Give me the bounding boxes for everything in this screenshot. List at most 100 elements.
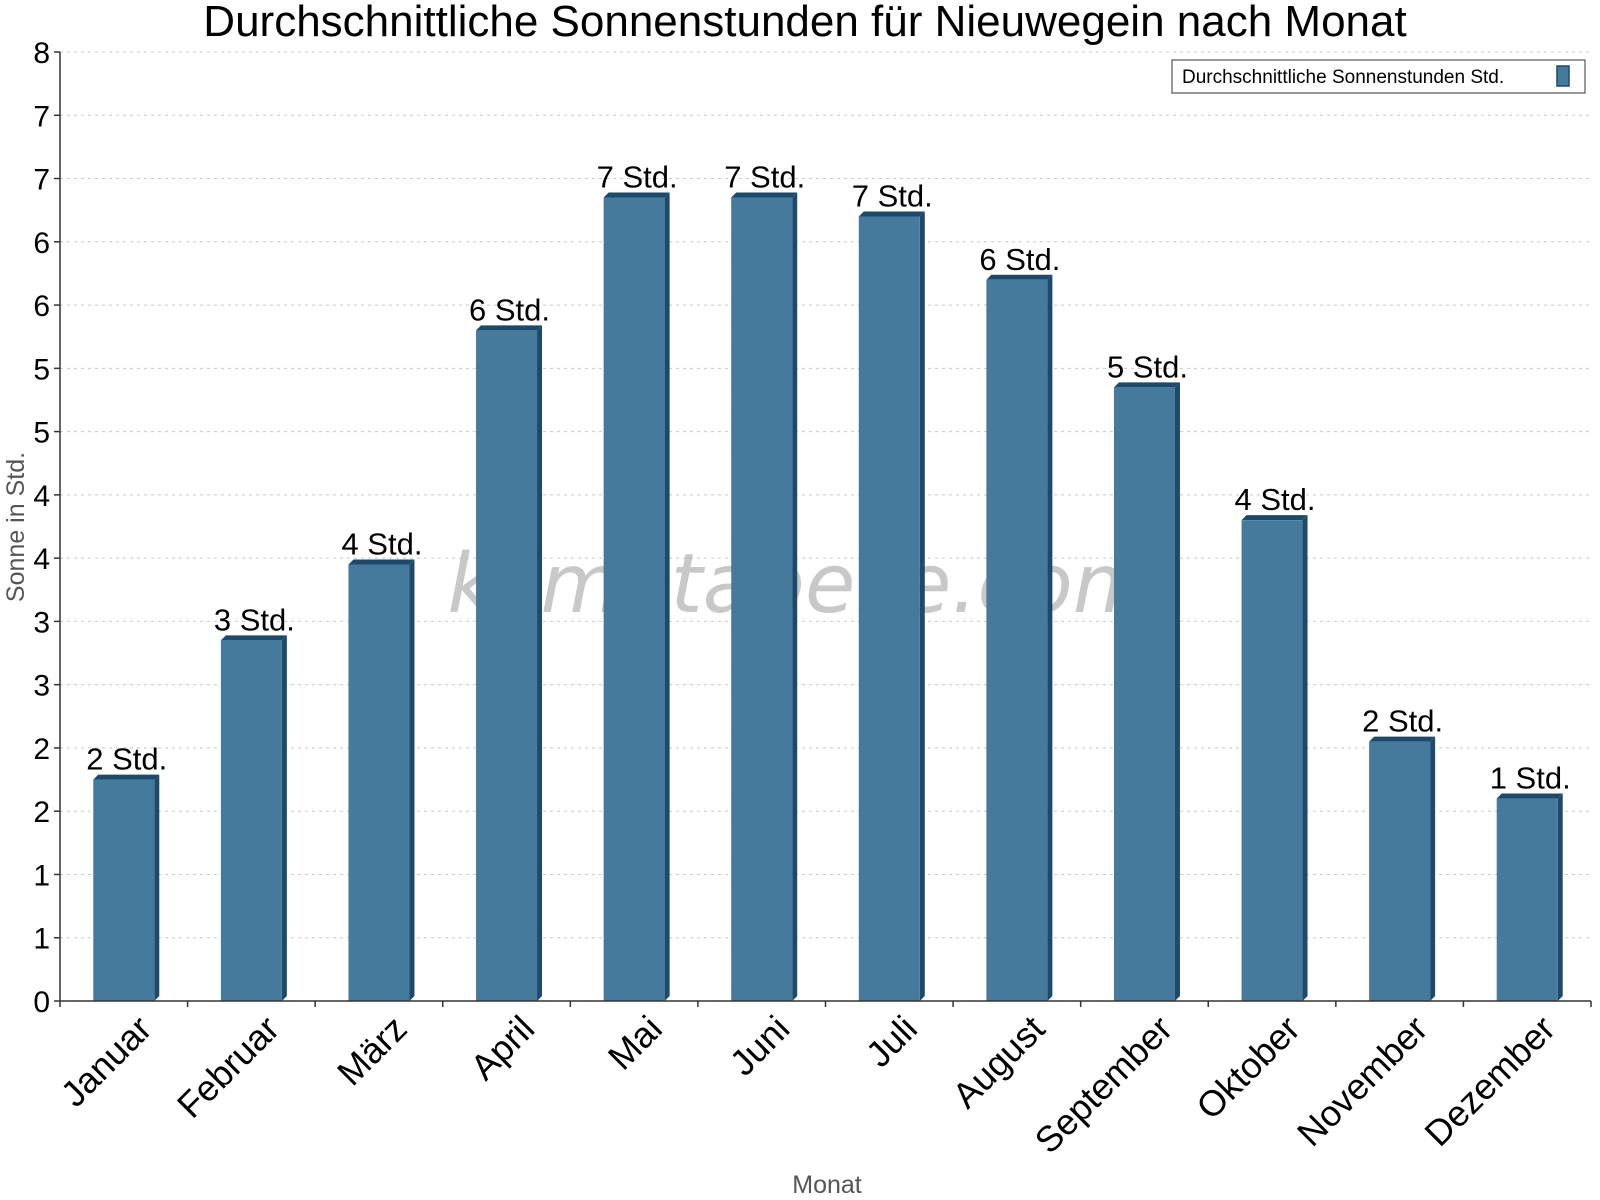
data-label: 1 Std. <box>1490 761 1571 796</box>
x-tick-label: Januar <box>53 1008 160 1115</box>
x-tick-label: Februar <box>169 1008 287 1126</box>
x-tick-label: November <box>1289 1008 1435 1154</box>
x-tick-label: September <box>1027 1008 1181 1162</box>
bar-top <box>348 559 415 565</box>
bar-side <box>792 192 798 1002</box>
y-tick-label: 1 <box>33 859 50 892</box>
data-label: 7 Std. <box>597 160 678 195</box>
bar <box>1369 736 1436 1001</box>
bar-side <box>409 559 415 1001</box>
bar-front <box>858 216 920 1001</box>
bar <box>220 635 287 1001</box>
bar-top <box>986 274 1053 280</box>
y-tick-label: 1 <box>33 923 50 956</box>
bar-top <box>93 774 160 780</box>
chart-title: Durchschnittliche Sonnenstunden für Nieu… <box>203 0 1406 46</box>
y-tick-label: 7 <box>33 100 50 133</box>
bar <box>1113 382 1180 1001</box>
y-tick-label: 2 <box>33 733 50 766</box>
y-tick-label: 6 <box>33 227 50 260</box>
bar <box>603 192 670 1002</box>
y-tick-label: 8 <box>33 37 50 70</box>
bar <box>731 192 798 1002</box>
legend: Durchschnittliche Sonnenstunden Std. <box>1171 59 1586 94</box>
bar-side <box>1047 274 1053 1001</box>
data-label: 6 Std. <box>469 292 550 327</box>
y-tick-label: 5 <box>33 353 50 386</box>
legend-box <box>1171 59 1586 94</box>
bar-side <box>664 192 670 1002</box>
data-label: 6 Std. <box>979 242 1060 277</box>
y-tick-label: 2 <box>33 796 50 829</box>
x-tick-label: März <box>329 1008 415 1094</box>
legend-swatch <box>1556 65 1570 87</box>
bar-side <box>919 211 925 1001</box>
y-tick-label: 0 <box>33 986 50 1019</box>
bar-front <box>1369 741 1431 1001</box>
y-ticks: 0 1 1 2 2 3 3 4 4 5 5 6 6 7 7 8 <box>33 37 60 1019</box>
bar <box>476 325 543 1002</box>
bar-front <box>731 197 793 1002</box>
y-axis-title: Sonne in Std. <box>2 452 30 602</box>
bar-front <box>476 330 538 1002</box>
data-labels: 2 Std. 3 Std. 4 Std. 6 Std. 7 Std. 7 Std. 7 St… <box>86 160 1570 796</box>
data-label: 2 Std. <box>86 742 167 777</box>
legend-label: Durchschnittliche Sonnenstunden Std. <box>1182 67 1504 88</box>
bar-top <box>1369 736 1436 742</box>
bar-side <box>154 774 160 1001</box>
data-label: 5 Std. <box>1107 349 1188 384</box>
y-tick-label: 4 <box>33 543 50 576</box>
axes <box>59 52 1591 1002</box>
y-tick-label: 7 <box>33 164 50 197</box>
bar-side <box>1302 515 1308 1001</box>
x-tick-label: Oktober <box>1188 1008 1308 1128</box>
bar <box>858 211 925 1001</box>
y-tick-label: 3 <box>33 606 50 639</box>
bar <box>93 774 160 1001</box>
bar-front <box>220 640 282 1001</box>
bar-top <box>1113 382 1180 388</box>
x-tick-label: Juni <box>722 1008 798 1084</box>
bar-top <box>1496 793 1563 799</box>
bar-front <box>1496 798 1558 1001</box>
x-tick-label: April <box>462 1008 542 1088</box>
y-tick-label: 6 <box>33 290 50 323</box>
bar-front <box>603 197 665 1002</box>
bars <box>93 192 1563 1002</box>
bar-side <box>537 325 543 1002</box>
y-tick-label: 3 <box>33 670 50 703</box>
y-tick-label: 4 <box>33 480 50 513</box>
bar-side <box>1174 382 1180 1001</box>
bar-front <box>348 564 410 1001</box>
data-label: 2 Std. <box>1362 704 1443 739</box>
x-axis-title: Monat <box>792 1171 862 1199</box>
bar-top <box>731 192 798 198</box>
bar <box>1496 793 1563 1001</box>
bar-side <box>1557 793 1563 1001</box>
bar-front <box>1113 387 1175 1001</box>
data-label: 4 Std. <box>1235 482 1316 517</box>
bar-top <box>476 325 543 331</box>
bar-side <box>281 635 287 1001</box>
x-ticks: Januar Februar März April Mai Juni Juli AugustS… <box>53 1001 1592 1162</box>
x-tick-label: August <box>944 1008 1052 1116</box>
bar <box>1241 515 1308 1001</box>
y-tick-label: 5 <box>33 417 50 450</box>
bar <box>348 559 415 1001</box>
data-label: 7 Std. <box>852 178 933 213</box>
bar-top <box>220 635 287 641</box>
bar-front <box>986 279 1048 1001</box>
x-tick-label: Mai <box>600 1008 670 1078</box>
data-label: 3 Std. <box>214 602 295 637</box>
data-label: 4 Std. <box>341 526 422 561</box>
bar-front <box>1241 520 1303 1001</box>
bar-side <box>1430 736 1436 1001</box>
bar-top <box>858 211 925 217</box>
bar <box>986 274 1053 1001</box>
bar-top <box>603 192 670 198</box>
grid-lines <box>60 51 1591 939</box>
x-tick-label: Dezember <box>1416 1008 1562 1154</box>
bar-front <box>93 779 155 1001</box>
bar-top <box>1241 515 1308 521</box>
